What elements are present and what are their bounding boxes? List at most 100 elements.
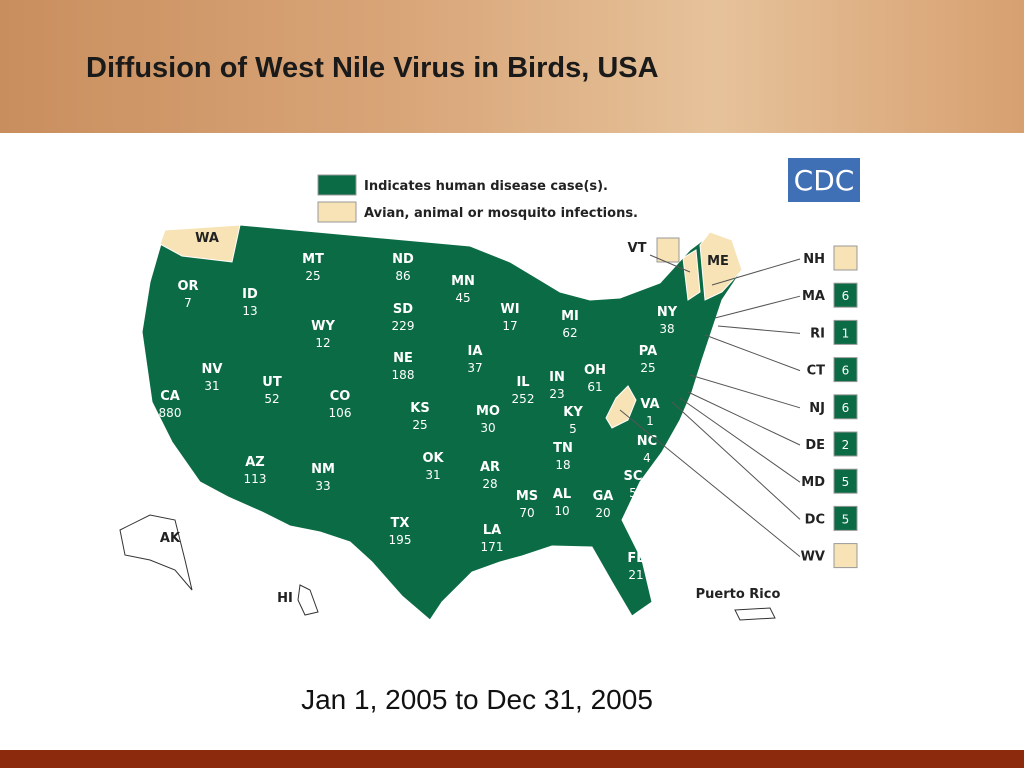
state-label: PA — [639, 344, 657, 359]
state-count: 13 — [242, 304, 257, 318]
state-label: SD — [393, 302, 413, 317]
state-count: 62 — [562, 326, 577, 340]
state-label: TX — [391, 516, 410, 531]
callout-count: 2 — [842, 438, 850, 452]
state-label: LA — [483, 523, 501, 538]
callout-label: CT — [807, 364, 826, 379]
state-shape — [699, 231, 743, 301]
logo-box — [788, 158, 860, 202]
state-label: NC — [637, 434, 657, 449]
state-count: 70 — [519, 506, 534, 520]
state-count: 4 — [643, 451, 651, 465]
state-label: OH — [584, 363, 606, 378]
callout-box — [833, 357, 858, 383]
state-count: 1 — [646, 414, 654, 428]
callout-box — [833, 468, 858, 494]
state-label: NE — [393, 351, 413, 366]
state-count: 38 — [659, 322, 674, 336]
state-label: WA — [195, 231, 219, 246]
us-outline — [141, 224, 743, 621]
callout-label: NJ — [809, 401, 825, 416]
state-count: 10 — [554, 504, 569, 518]
vt-box — [656, 237, 680, 263]
state-count: 12 — [315, 336, 330, 350]
state-label: KS — [410, 401, 429, 416]
state-count: 86 — [395, 269, 410, 283]
state-label: HI — [277, 591, 293, 606]
puerto-rico — [734, 607, 776, 621]
state-label: NY — [657, 305, 678, 320]
state-label: WY — [311, 319, 335, 334]
alaska — [119, 514, 193, 591]
logo: CDC — [794, 164, 855, 197]
state-label: CO — [330, 389, 351, 404]
callout-label: MA — [802, 289, 825, 304]
legend-swatch — [317, 174, 357, 196]
state-label: MT — [302, 252, 324, 267]
caption: Jan 1, 2005 to Dec 31, 2005 — [301, 684, 653, 715]
state-label: OR — [177, 279, 198, 294]
state-shape — [682, 249, 701, 301]
state-count: 188 — [392, 368, 415, 382]
state-count: 18 — [555, 458, 570, 472]
leader-line — [711, 258, 801, 286]
state-label: UT — [262, 375, 282, 390]
state-label: VT — [628, 241, 647, 256]
state-count: 37 — [467, 361, 482, 375]
state-label: AR — [480, 460, 500, 475]
state-count: 25 — [640, 361, 655, 375]
state-shape — [159, 224, 241, 263]
callout-label: NH — [803, 252, 825, 267]
state-label: MO — [476, 404, 500, 419]
state-count: 252 — [512, 392, 535, 406]
state-count: 31 — [425, 468, 440, 482]
callout-count: 5 — [842, 512, 850, 526]
leader-line — [649, 254, 691, 273]
state-count: 30 — [480, 421, 495, 435]
legend-label: Indicates human disease case(s). — [364, 179, 608, 194]
callout-count: 6 — [842, 401, 850, 415]
state-label: ND — [392, 252, 414, 267]
state-label: Puerto Rico — [696, 587, 781, 602]
state-count: 5 — [569, 422, 577, 436]
callout-box — [833, 282, 858, 308]
state-label: AL — [553, 487, 571, 502]
state-count: 31 — [204, 379, 219, 393]
state-count: 171 — [481, 540, 504, 554]
legend-swatch — [317, 201, 357, 223]
header-band — [0, 0, 1024, 133]
state-count: 113 — [244, 472, 267, 486]
state-label: MI — [561, 309, 579, 324]
state-count: 52 — [264, 392, 279, 406]
state-label: VA — [640, 397, 659, 412]
state-count: 25 — [412, 418, 427, 432]
leader-line — [687, 391, 801, 446]
callout-box — [833, 319, 858, 345]
callout-label: RI — [810, 326, 825, 341]
state-label: MN — [451, 274, 475, 289]
state-count: 21 — [628, 568, 643, 582]
state-label: TN — [553, 441, 573, 456]
state-label: CA — [160, 389, 180, 404]
leader-line — [689, 374, 801, 409]
callout-box — [833, 431, 858, 457]
state-label: IN — [549, 370, 565, 385]
state-count: 28 — [482, 477, 497, 491]
state-label: AK — [160, 531, 181, 546]
state-count: 229 — [392, 319, 415, 333]
state-label: ME — [707, 254, 729, 269]
state-label: NM — [311, 462, 335, 477]
state-count: 20 — [595, 506, 610, 520]
state-label: OK — [422, 451, 444, 466]
state-count: 23 — [549, 387, 564, 401]
state-label: WI — [500, 302, 519, 317]
callout-label: WV — [801, 550, 825, 565]
state-count: 25 — [305, 269, 320, 283]
callout-count: 5 — [842, 475, 850, 489]
state-count: 5 — [629, 486, 637, 500]
state-count: 33 — [315, 479, 330, 493]
state-label: IL — [516, 375, 529, 390]
state-label: ID — [242, 287, 258, 302]
